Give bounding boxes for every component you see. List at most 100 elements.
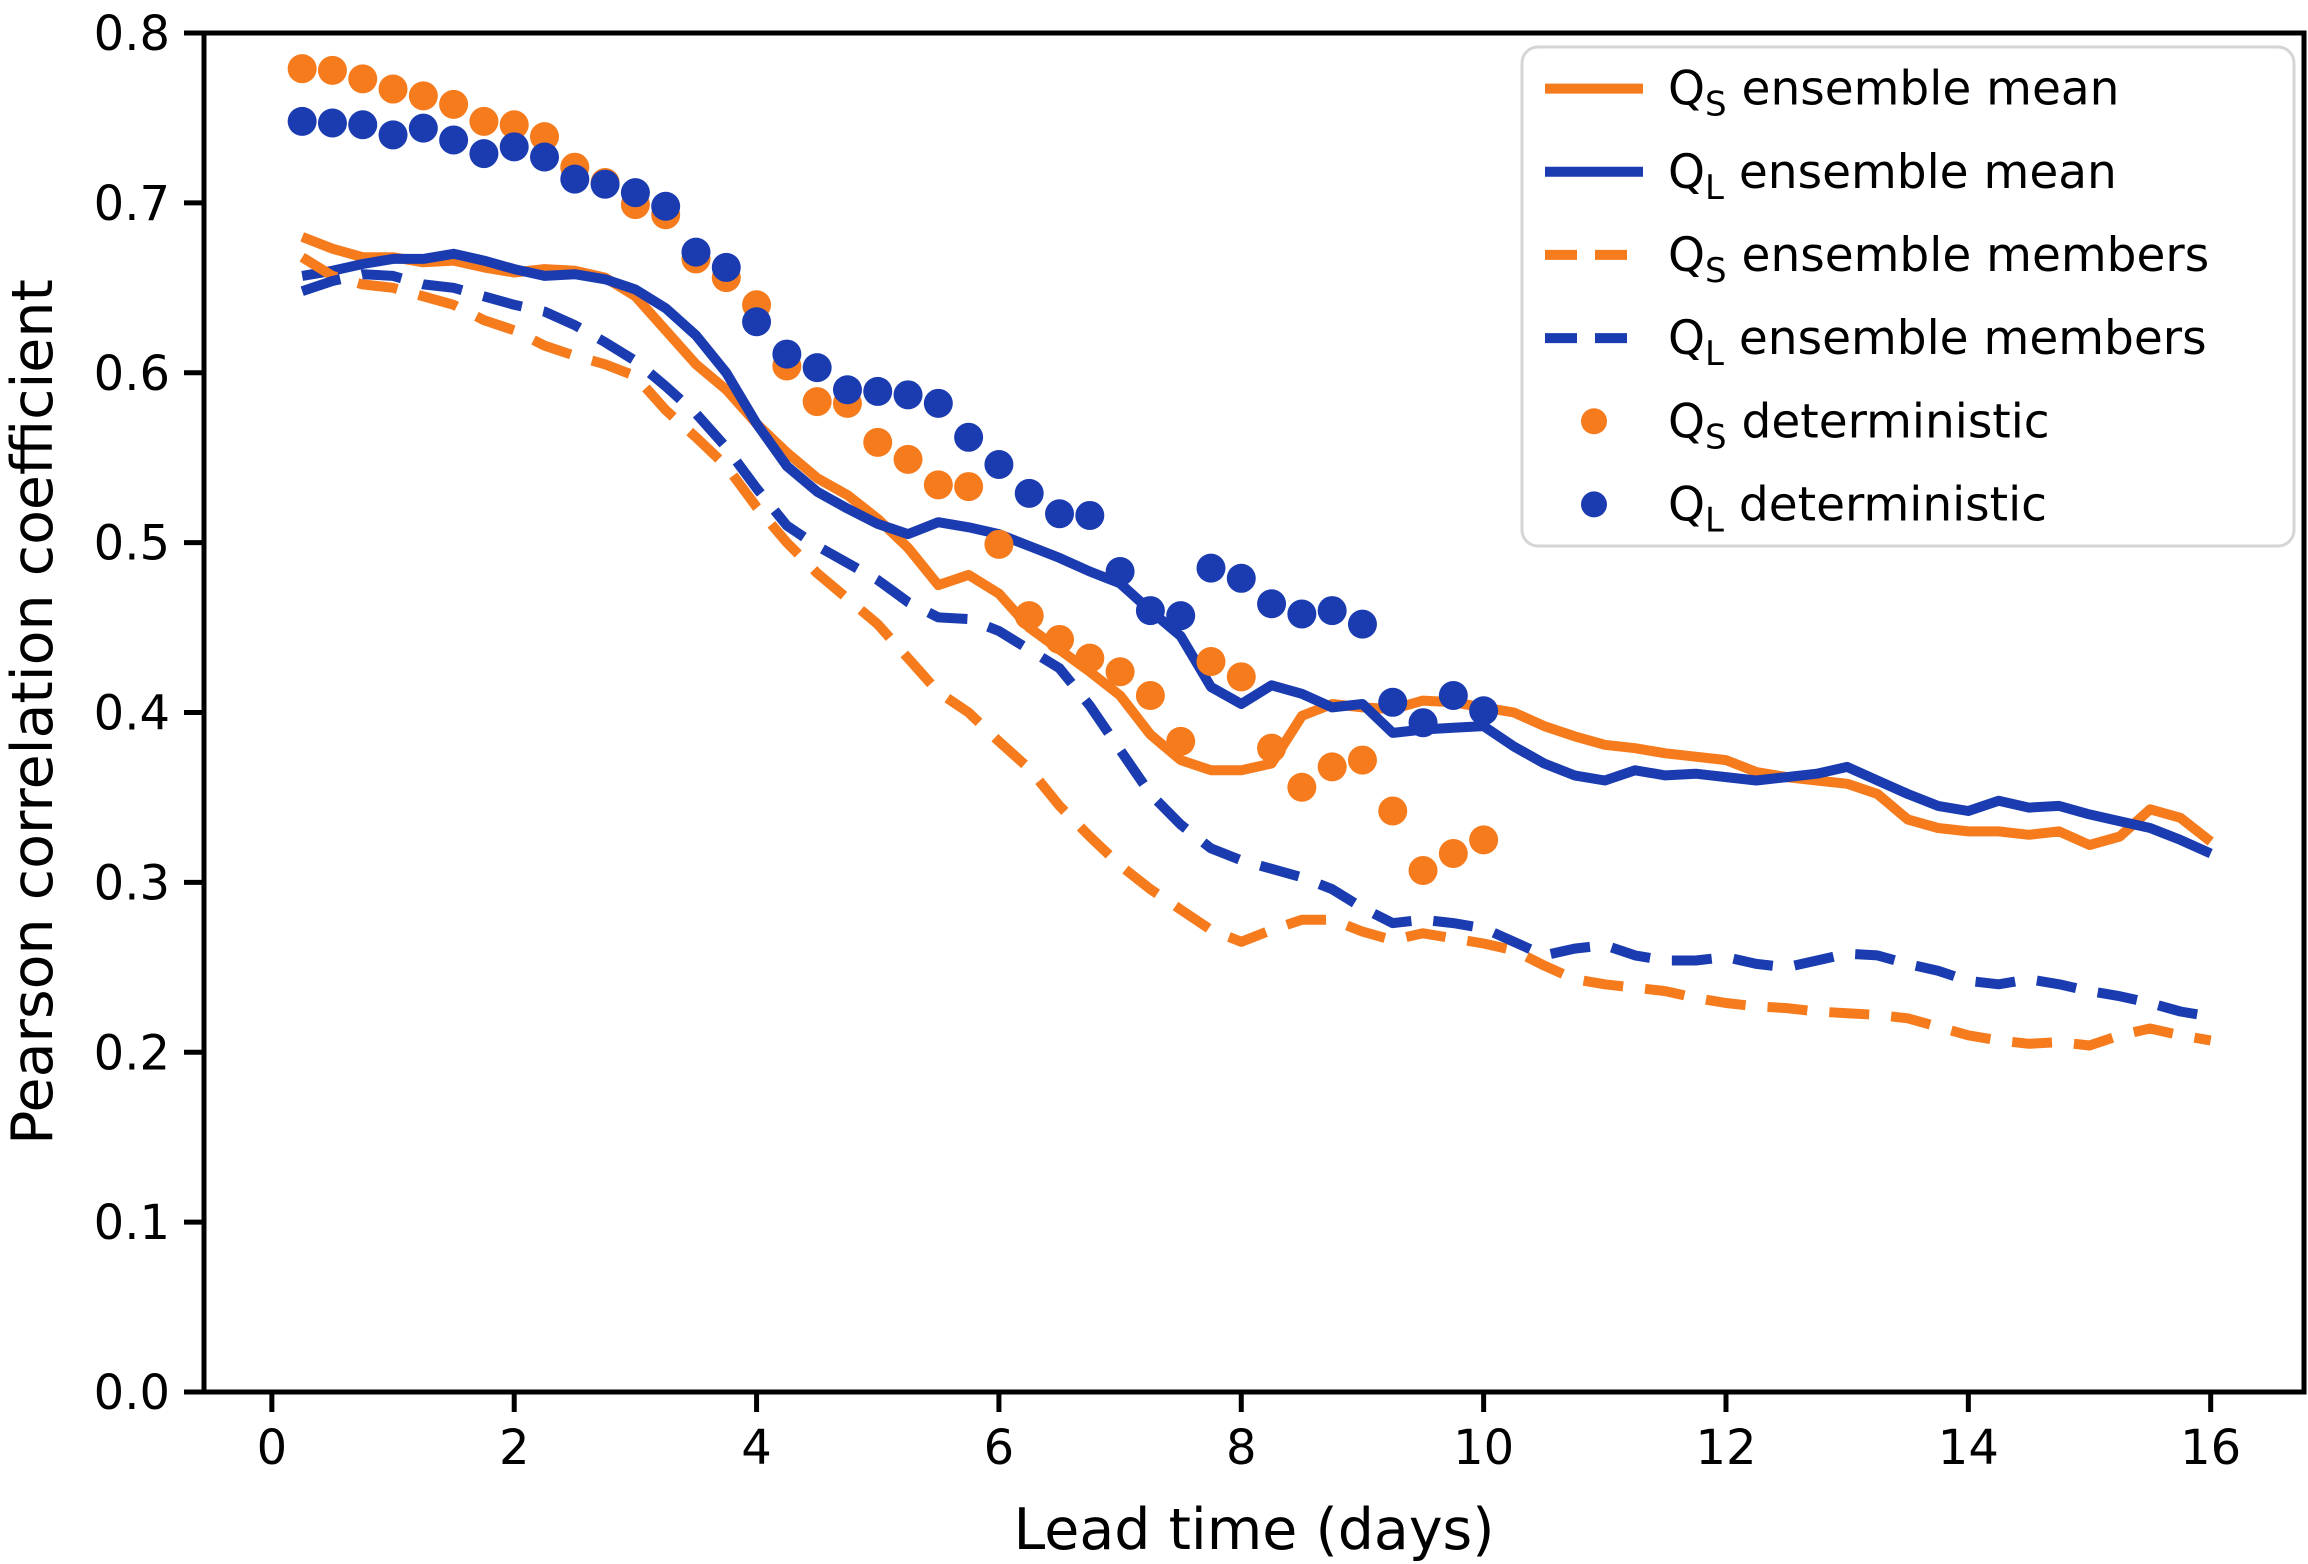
ql-deterministic-dots [287, 106, 1499, 738]
ql-deterministic-dot [1257, 589, 1287, 619]
qs-deterministic-dot [1075, 643, 1105, 673]
ql-deterministic-dot [1438, 681, 1468, 711]
qs-deterministic-dot [1287, 772, 1317, 802]
legend: QS ensemble mean QL ensemble mean QS ensem… [1520, 45, 2296, 548]
qs-deterministic-dot [1196, 647, 1226, 677]
ql-deterministic-dot [590, 169, 620, 199]
qs-deterministic-dot [469, 106, 499, 136]
legend-label: QS ensemble mean [1668, 62, 2119, 125]
ql-deterministic-dot [1226, 563, 1256, 593]
qs-deterministic-dot [802, 387, 832, 417]
ql-deterministic-dot [651, 191, 681, 221]
x-tick-label: 16 [2180, 1420, 2241, 1476]
ql-deterministic-dot [1196, 553, 1226, 583]
ql-deterministic-dot [893, 380, 923, 410]
x-tick-label: 8 [1226, 1420, 1257, 1476]
qs-deterministic-dot [1226, 662, 1256, 692]
ql-deterministic-dot [772, 339, 802, 369]
y-tick-label: 0.1 [94, 1195, 170, 1251]
legend-entry-ql-deterministic: QL deterministic [1581, 477, 2047, 540]
ql-ensemble-mean-line [301, 248, 2213, 859]
ql-deterministic-dot [560, 164, 590, 194]
ql-deterministic-dot [863, 376, 893, 406]
ql-deterministic-dot [802, 353, 832, 383]
ql-deterministic-dot [530, 142, 560, 172]
legend-entry-qs-deterministic: QS deterministic [1581, 394, 2050, 457]
qs-deterministic-legend-marker [1581, 408, 1607, 435]
qs-deterministic-dot [408, 81, 438, 111]
ql-deterministic-dot [681, 237, 711, 267]
qs-deterministic-dot [984, 529, 1014, 559]
y-axis-label: Pearson correlation coefficient [0, 279, 66, 1145]
qs-deterministic-dot [863, 427, 893, 457]
qs-deterministic-dot [1166, 726, 1196, 756]
qs-deterministic-dot [499, 110, 529, 140]
ql-deterministic-dot [742, 307, 772, 337]
legend-label: QS ensemble members [1668, 228, 2209, 291]
ql-deterministic-dot [348, 110, 378, 140]
legend-label: QS deterministic [1668, 394, 2050, 457]
x-tick-label: 6 [984, 1420, 1015, 1476]
y-tick-label: 0.2 [94, 1025, 170, 1081]
ql-deterministic-dot [1317, 596, 1347, 626]
qs-deterministic-dot [348, 64, 378, 94]
ql-deterministic-dot [287, 106, 317, 136]
legend-box [1520, 45, 2296, 548]
qs-ensemble-members-line [299, 252, 2212, 1051]
y-tick-label: 0.3 [94, 855, 170, 911]
plot-area: 0 2 4 6 8 10 12 14 16 0.0 0.1 0.2 0.3 0.4 0.5 0.6 0.7 0.8… [94, 6, 2307, 1476]
y-tick-label: 0.7 [94, 176, 170, 232]
ql-deterministic-dot [1347, 609, 1377, 639]
x-tick-label: 14 [1938, 1420, 1999, 1476]
legend-entry-qs-ensemble-mean: QS ensemble mean [1545, 62, 2119, 125]
ql-deterministic-dot [1469, 696, 1499, 726]
ql-deterministic-dot [1045, 499, 1075, 529]
qs-deterministic-dot [923, 470, 953, 500]
ql-deterministic-dot [620, 178, 650, 208]
legend-label: QL ensemble members [1668, 311, 2207, 374]
ql-deterministic-dot [1287, 599, 1317, 629]
legend-entry-qs-ensemble-members: QS ensemble members [1545, 228, 2209, 291]
ql-deterministic-dot [1014, 478, 1044, 508]
qs-deterministic-dot [1135, 681, 1165, 711]
x-tick-label: 0 [257, 1420, 288, 1476]
qs-deterministic-dot [1438, 838, 1468, 868]
ql-deterministic-dot [984, 449, 1014, 479]
ql-deterministic-dot [469, 139, 499, 169]
ql-deterministic-dot [408, 113, 438, 143]
qs-deterministic-dot [287, 54, 317, 84]
qs-deterministic-dot [1378, 796, 1408, 826]
ql-deterministic-dot [832, 375, 862, 405]
ql-deterministic-dot [378, 120, 408, 150]
qs-deterministic-dot [317, 55, 347, 85]
y-tick-label: 0.5 [94, 516, 170, 572]
x-tick-label: 12 [1695, 1420, 1756, 1476]
ql-deterministic-dot [1166, 601, 1196, 631]
qs-deterministic-dot [954, 472, 984, 502]
qs-deterministic-dot [1045, 624, 1075, 654]
ql-deterministic-legend-marker [1581, 491, 1607, 518]
qs-deterministic-dot [1105, 657, 1135, 687]
legend-entry-ql-ensemble-members: QL ensemble members [1545, 311, 2207, 374]
qs-deterministic-dot [530, 122, 560, 152]
y-tick-label: 0.8 [94, 6, 170, 62]
ql-deterministic-dot [1135, 596, 1165, 626]
qs-deterministic-dot [1014, 601, 1044, 631]
x-axis-label: Lead time (days) [1014, 1497, 1495, 1563]
y-tick-label: 0.4 [94, 686, 170, 742]
ql-deterministic-dot [1075, 500, 1105, 530]
x-tick-label: 10 [1453, 1420, 1514, 1476]
qs-deterministic-dot [1317, 752, 1347, 782]
legend-label: QL ensemble mean [1668, 145, 2117, 208]
qs-deterministic-dot [1469, 825, 1499, 855]
x-tick-label: 2 [499, 1420, 530, 1476]
ql-deterministic-dot [317, 108, 347, 138]
legend-label: QL deterministic [1668, 477, 2047, 540]
qs-deterministic-dot [1408, 855, 1438, 885]
ql-deterministic-dot [439, 125, 469, 155]
legend-entry-ql-ensemble-mean: QL ensemble mean [1545, 145, 2117, 208]
qs-deterministic-dot [378, 74, 408, 104]
ql-deterministic-dot [711, 252, 741, 282]
